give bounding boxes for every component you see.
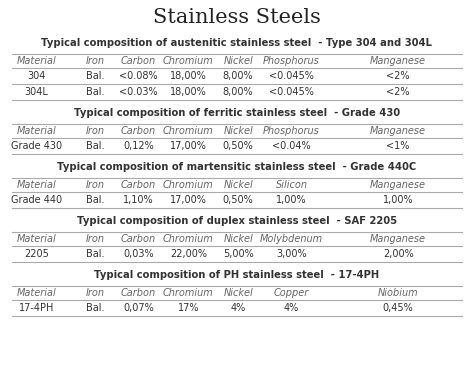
Text: Carbon: Carbon [121,126,156,136]
Text: 2,00%: 2,00% [383,249,413,259]
Text: Manganese: Manganese [370,234,426,244]
Text: Phosphorus: Phosphorus [263,126,320,136]
Text: Chromium: Chromium [163,126,214,136]
Text: <0.04%: <0.04% [272,141,311,151]
Text: Bal.: Bal. [85,303,104,313]
Text: <2%: <2% [386,87,410,97]
Text: 1,00%: 1,00% [383,195,413,205]
Text: 0,12%: 0,12% [123,141,154,151]
Text: 5,00%: 5,00% [223,249,254,259]
Text: Carbon: Carbon [121,180,156,190]
Text: Carbon: Carbon [121,234,156,244]
Text: Stainless Steels: Stainless Steels [153,8,321,27]
Text: 1,00%: 1,00% [276,195,307,205]
Text: Carbon: Carbon [121,288,156,298]
Text: 0,45%: 0,45% [383,303,413,313]
Text: Bal.: Bal. [85,195,104,205]
Text: Nickel: Nickel [223,126,253,136]
Text: Manganese: Manganese [370,180,426,190]
Text: Typical composition of duplex stainless steel  - SAF 2205: Typical composition of duplex stainless … [77,216,397,226]
Text: 3,00%: 3,00% [276,249,307,259]
Text: <2%: <2% [386,71,410,81]
Text: <0.045%: <0.045% [269,71,314,81]
Text: Iron: Iron [85,56,104,66]
Text: 304: 304 [27,71,46,81]
Text: Niobium: Niobium [378,288,419,298]
Text: Typical composition of martensitic stainless steel  - Grade 440C: Typical composition of martensitic stain… [57,162,417,172]
Text: Bal.: Bal. [85,71,104,81]
Text: 22,00%: 22,00% [170,249,207,259]
Text: 4%: 4% [284,303,299,313]
Text: 0,50%: 0,50% [223,195,254,205]
Text: 17-4PH: 17-4PH [19,303,55,313]
Text: 18,00%: 18,00% [170,87,207,97]
Text: 0,50%: 0,50% [223,141,254,151]
Text: Iron: Iron [85,126,104,136]
Text: Typical composition of PH stainless steel  - 17-4PH: Typical composition of PH stainless stee… [94,270,380,280]
Text: <1%: <1% [386,141,410,151]
Text: Iron: Iron [85,234,104,244]
Text: Copper: Copper [274,288,309,298]
Text: Carbon: Carbon [121,56,156,66]
Text: 8,00%: 8,00% [223,71,254,81]
Text: Typical composition of austenitic stainless steel  - Type 304 and 304L: Typical composition of austenitic stainl… [42,38,432,48]
Text: Material: Material [17,288,56,298]
Text: 0,07%: 0,07% [123,303,154,313]
Text: 4%: 4% [230,303,246,313]
Text: Nickel: Nickel [223,234,253,244]
Text: Chromium: Chromium [163,56,214,66]
Text: Chromium: Chromium [163,288,214,298]
Text: Nickel: Nickel [223,56,253,66]
Text: Bal.: Bal. [85,87,104,97]
Text: 17,00%: 17,00% [170,195,207,205]
Text: 17%: 17% [178,303,199,313]
Text: Chromium: Chromium [163,234,214,244]
Text: Manganese: Manganese [370,126,426,136]
Text: Silicon: Silicon [275,180,308,190]
Text: Bal.: Bal. [85,141,104,151]
Text: <0.045%: <0.045% [269,87,314,97]
Text: Phosphorus: Phosphorus [263,56,320,66]
Text: Nickel: Nickel [223,288,253,298]
Text: Material: Material [17,234,56,244]
Text: Iron: Iron [85,288,104,298]
Text: Grade 440: Grade 440 [11,195,62,205]
Text: 2205: 2205 [24,249,49,259]
Text: 1,10%: 1,10% [123,195,154,205]
Text: Nickel: Nickel [223,180,253,190]
Text: Grade 430: Grade 430 [11,141,62,151]
Text: Molybdenum: Molybdenum [260,234,323,244]
Text: Material: Material [17,56,56,66]
Text: 0,03%: 0,03% [123,249,154,259]
Text: <0.03%: <0.03% [119,87,158,97]
Text: Manganese: Manganese [370,56,426,66]
Text: Typical composition of ferritic stainless steel  - Grade 430: Typical composition of ferritic stainles… [74,108,400,118]
Text: 17,00%: 17,00% [170,141,207,151]
Text: Bal.: Bal. [85,249,104,259]
Text: Chromium: Chromium [163,180,214,190]
Text: <0.08%: <0.08% [119,71,158,81]
Text: Iron: Iron [85,180,104,190]
Text: 18,00%: 18,00% [170,71,207,81]
Text: Material: Material [17,126,56,136]
Text: Material: Material [17,180,56,190]
Text: 8,00%: 8,00% [223,87,254,97]
Text: 304L: 304L [25,87,49,97]
